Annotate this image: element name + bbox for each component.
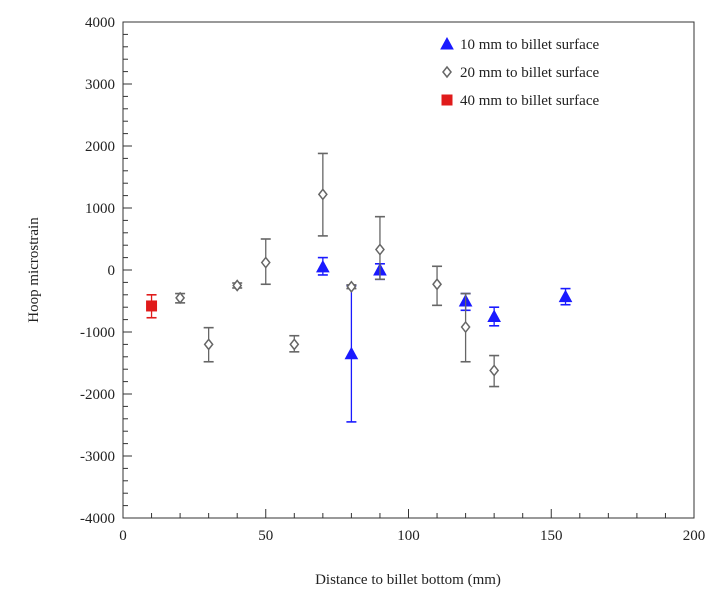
diamond-marker — [460, 320, 471, 334]
triangle-marker — [440, 36, 454, 50]
series-group — [175, 152, 500, 388]
triangle-marker — [558, 289, 573, 303]
diamond-marker — [260, 256, 271, 269]
triangle-marker — [487, 309, 501, 322]
diamond-marker — [203, 338, 214, 351]
legend-label: 10 mm to billet surface — [460, 37, 599, 53]
y-tick-label: 2000 — [85, 139, 115, 155]
diamond-marker — [317, 188, 328, 201]
x-tick-label: 200 — [683, 528, 706, 544]
triangle-marker — [316, 259, 330, 273]
diamond-marker — [175, 291, 186, 305]
x-tick-label: 0 — [119, 528, 127, 544]
x-tick-label: 150 — [540, 528, 563, 544]
y-tick-label: -2000 — [80, 387, 115, 403]
legend-label: 40 mm to billet surface — [460, 93, 599, 109]
data-series — [146, 152, 573, 423]
x-axis-label: Distance to billet bottom (mm) — [315, 572, 501, 588]
triangle-marker — [344, 346, 359, 360]
diamond-marker — [442, 65, 452, 79]
y-tick-label: -1000 — [80, 325, 115, 341]
y-tick-label: 3000 — [85, 77, 115, 93]
y-axis-label: Hoop microstrain — [26, 217, 42, 323]
axis-ticks: 0 50 100 150 200 4000 3000 2000 1000 0 -1000 -2000 -… — [80, 15, 705, 544]
y-tick-label: 0 — [108, 263, 116, 279]
square-marker — [146, 300, 158, 312]
diamond-marker — [346, 280, 357, 293]
x-tick-label: 50 — [258, 528, 273, 544]
y-tick-label: -4000 — [80, 511, 115, 527]
plot-area — [122, 21, 695, 519]
diamond-marker — [374, 243, 385, 256]
y-tick-label: 1000 — [85, 201, 115, 217]
legend-label: 20 mm to billet surface — [460, 65, 599, 81]
x-tick-label: 100 — [397, 528, 420, 544]
series-group — [146, 293, 158, 319]
square-marker — [441, 94, 453, 106]
y-tick-label: -3000 — [80, 449, 115, 465]
diamond-marker — [489, 364, 500, 377]
legend: 10 mm to billet surface 20 mm to billet s… — [440, 36, 599, 109]
diamond-marker — [289, 338, 300, 351]
diamond-marker — [432, 278, 443, 291]
y-tick-label: 4000 — [85, 15, 115, 31]
diamond-marker — [232, 279, 243, 292]
